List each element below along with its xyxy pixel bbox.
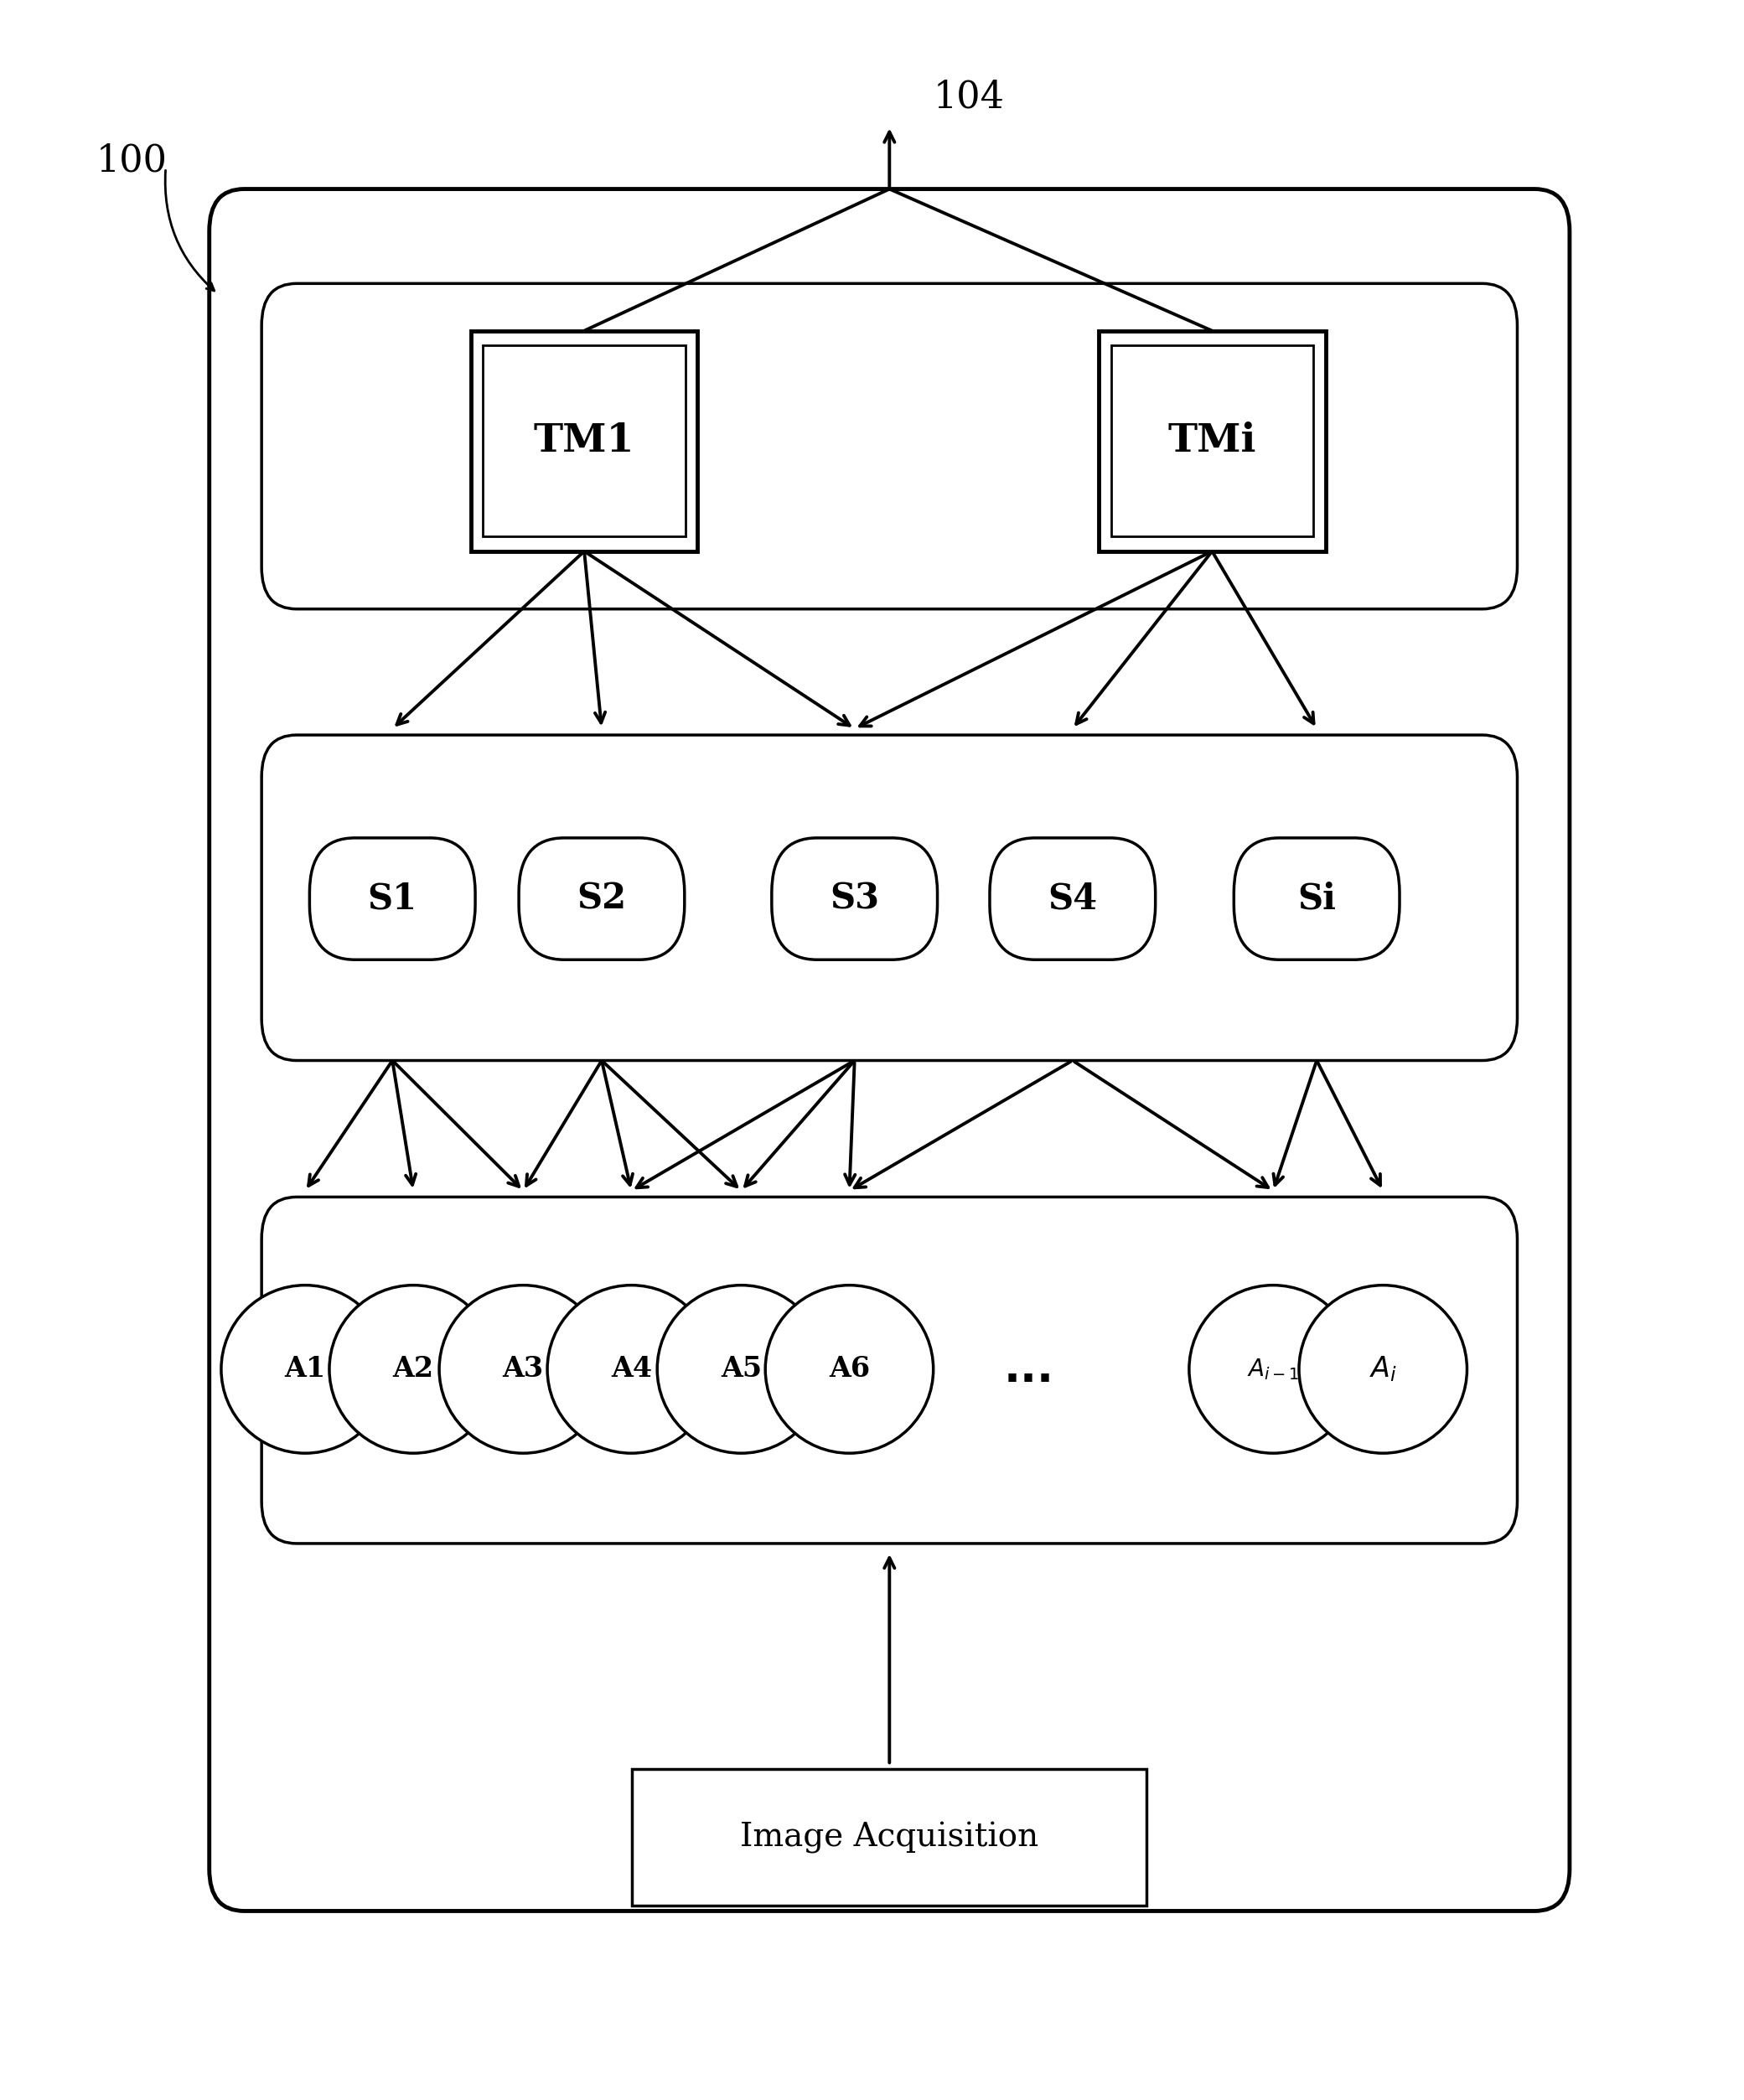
Ellipse shape [221, 1285, 389, 1453]
FancyBboxPatch shape [1235, 838, 1400, 960]
Text: S3: S3 [830, 882, 879, 916]
FancyBboxPatch shape [209, 189, 1570, 1911]
FancyBboxPatch shape [991, 838, 1155, 960]
Bar [483, 344, 685, 538]
FancyBboxPatch shape [310, 838, 474, 960]
Bar [1111, 344, 1313, 538]
FancyBboxPatch shape [262, 284, 1517, 609]
Ellipse shape [1189, 1285, 1357, 1453]
Text: A4: A4 [610, 1354, 652, 1384]
Text: A6: A6 [828, 1354, 870, 1384]
Bar [471, 332, 698, 552]
Text: 104: 104 [933, 80, 1005, 115]
Text: A1: A1 [284, 1354, 326, 1384]
Ellipse shape [1299, 1285, 1467, 1453]
Text: Si: Si [1298, 882, 1336, 916]
Text: S1: S1 [368, 882, 417, 916]
Text: 100: 100 [96, 143, 167, 179]
Ellipse shape [766, 1285, 933, 1453]
Text: S4: S4 [1048, 882, 1097, 916]
Bar [633, 1768, 1148, 1907]
Text: $A_i$: $A_i$ [1369, 1354, 1397, 1384]
Text: ...: ... [1005, 1348, 1053, 1390]
Text: A5: A5 [720, 1354, 762, 1384]
FancyBboxPatch shape [262, 735, 1517, 1060]
FancyBboxPatch shape [771, 838, 938, 960]
Ellipse shape [330, 1285, 497, 1453]
FancyBboxPatch shape [520, 838, 684, 960]
Text: A3: A3 [502, 1354, 544, 1384]
Ellipse shape [548, 1285, 715, 1453]
Text: $A_{i-1}$: $A_{i-1}$ [1247, 1357, 1299, 1382]
Ellipse shape [657, 1285, 825, 1453]
Text: TMi: TMi [1168, 422, 1256, 460]
Text: S2: S2 [577, 882, 626, 916]
Text: A2: A2 [392, 1354, 434, 1384]
Text: Image Acquisition: Image Acquisition [739, 1821, 1039, 1854]
Ellipse shape [439, 1285, 607, 1453]
Bar [1099, 332, 1325, 552]
Text: TM1: TM1 [534, 422, 635, 460]
FancyBboxPatch shape [262, 1197, 1517, 1543]
